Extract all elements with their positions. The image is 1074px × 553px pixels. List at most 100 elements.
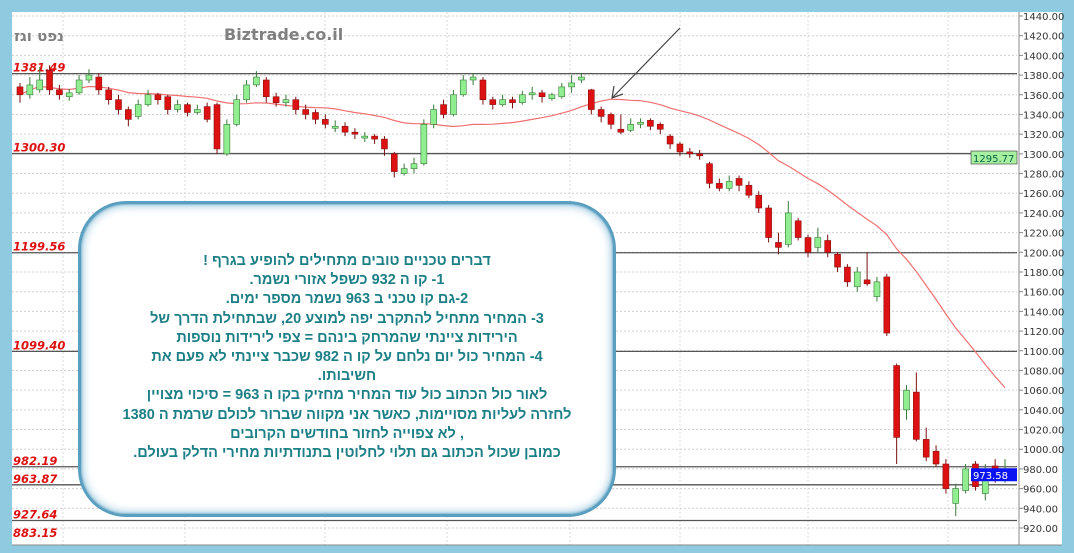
candle	[499, 94, 506, 107]
level-label: 1381.49	[13, 61, 65, 75]
candle	[716, 178, 723, 192]
candle-body	[469, 76, 477, 81]
candle-body	[942, 463, 950, 489]
annotation-text: דברים טכניים טובים מתחילים להופיע בגרף !…	[92, 252, 602, 463]
candle-body	[952, 488, 960, 504]
candle-body	[479, 79, 487, 100]
candle-body	[558, 86, 566, 98]
candle	[528, 86, 536, 100]
candle	[450, 89, 457, 117]
candle	[351, 128, 359, 140]
candle-body	[489, 99, 497, 105]
note-line: חשיבותו.	[317, 368, 377, 385]
candle	[784, 201, 792, 248]
candle	[913, 372, 920, 442]
candle	[775, 232, 782, 255]
candle	[85, 69, 93, 83]
candle	[203, 102, 211, 123]
candle	[154, 92, 162, 105]
candle-body	[125, 109, 132, 120]
y-tick-label: 1220.00	[1023, 229, 1064, 240]
y-tick-label: 1260.00	[1023, 189, 1064, 200]
candle-body	[804, 237, 812, 253]
candle	[834, 252, 841, 272]
y-tick-label: 1440.00	[1023, 12, 1064, 23]
candle-body	[381, 138, 388, 150]
candle-body	[735, 178, 743, 186]
candle-body	[26, 84, 34, 96]
candle	[952, 483, 960, 517]
candle-body	[686, 151, 694, 155]
y-tick-label: 1280.00	[1023, 170, 1064, 181]
candle	[282, 94, 290, 107]
candle-body	[548, 94, 556, 100]
candle	[410, 157, 418, 174]
y-tick-label: 1400.00	[1023, 51, 1064, 62]
candle	[213, 102, 221, 154]
candle	[105, 86, 112, 105]
candle-body	[312, 112, 319, 120]
note-line: 2-גם קו טכני ב 963 נשמר מספר ימים.	[225, 291, 469, 308]
note-line: דברים טכניים טובים מתחילים להופיע בגרף !	[203, 253, 491, 269]
candle	[509, 96, 516, 109]
candle-body	[16, 86, 24, 96]
candle-body	[164, 96, 172, 110]
candle-body	[322, 119, 329, 125]
candle	[735, 175, 743, 192]
candle-body	[95, 76, 103, 91]
candle	[262, 77, 270, 103]
candle	[489, 96, 497, 110]
candle-body	[913, 391, 920, 440]
candle-body	[844, 266, 851, 283]
candle-body	[627, 124, 635, 131]
candle	[469, 73, 477, 85]
candle-body	[410, 163, 418, 169]
candle-body	[282, 99, 290, 103]
candle-body	[814, 237, 822, 248]
y-tick-label: 1020.00	[1023, 426, 1064, 437]
candle	[932, 445, 940, 467]
candle	[16, 82, 24, 103]
last-price-badge	[971, 468, 1017, 482]
note-line: לחזרה לעליות מסויימות, כאשר אני מקווה שב…	[122, 406, 572, 423]
candle-body	[656, 124, 664, 130]
arrow-head	[611, 85, 624, 99]
candle-body	[371, 135, 378, 140]
candle-body	[75, 79, 83, 94]
candle-body	[105, 89, 112, 100]
candle-body	[361, 135, 369, 139]
candle-body	[725, 181, 733, 189]
candle	[322, 114, 329, 129]
candle-body	[519, 94, 526, 103]
candle	[302, 104, 309, 120]
arrow-annotation	[612, 27, 681, 98]
candle	[647, 118, 654, 131]
y-tick-label: 920.00	[1023, 524, 1058, 535]
y-tick-label: 980.00	[1023, 465, 1058, 476]
candle	[253, 71, 260, 87]
candle	[95, 73, 103, 95]
candle-body	[745, 185, 753, 196]
candle-body	[144, 94, 152, 105]
candle	[440, 99, 447, 119]
note-line: 3- המחיר מתחיל להתקרב יפה למוצע 20, שבתח…	[150, 310, 544, 327]
candle-body	[430, 109, 438, 125]
candle	[292, 96, 300, 115]
candle-body	[223, 124, 231, 155]
candle-body	[351, 131, 359, 135]
candle	[164, 94, 172, 115]
y-tick-label: 1000.00	[1023, 445, 1064, 456]
candle	[125, 106, 132, 127]
candle-body	[253, 76, 260, 86]
candle-body	[647, 120, 654, 127]
candle-body	[568, 82, 575, 88]
candle-body	[607, 114, 615, 125]
candle-body	[174, 104, 181, 110]
candle-body	[233, 99, 240, 125]
y-tick-label: 1420.00	[1023, 32, 1064, 43]
candle-body	[834, 253, 841, 268]
candle	[804, 234, 812, 258]
candle	[853, 267, 861, 292]
candle-body	[784, 212, 792, 245]
candle-body	[331, 125, 339, 129]
